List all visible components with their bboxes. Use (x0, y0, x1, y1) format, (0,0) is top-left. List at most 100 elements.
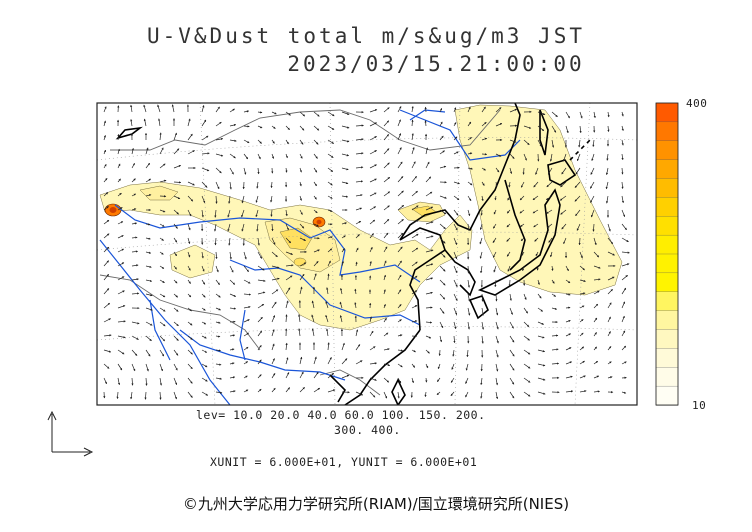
wind-vector-arrow-icon (173, 195, 181, 200)
wind-vector-arrow-icon (411, 119, 414, 127)
wind-vector-arrow-icon (383, 289, 386, 295)
wind-vector-arrow-icon (145, 162, 150, 169)
wind-vector-arrow-icon (453, 223, 458, 231)
wind-vector-arrow-icon (548, 237, 553, 243)
wind-vector-arrow-icon (593, 332, 597, 337)
wind-vector-arrow-icon (383, 205, 390, 211)
wind-vector-arrow-icon (425, 191, 433, 197)
wind-vector-arrow-icon (481, 335, 484, 344)
wind-vector-arrow-icon (509, 167, 513, 174)
wind-vector-arrow-icon (481, 293, 484, 302)
wind-vector-arrow-icon (453, 107, 457, 113)
wind-vector-arrow-icon (397, 246, 403, 253)
wind-vector-arrow-icon (117, 248, 125, 253)
wind-vector-arrow-icon (397, 391, 400, 399)
wind-vector-arrow-icon (495, 321, 499, 330)
wind-vector-arrow-icon (565, 333, 572, 337)
wind-vector-arrow-icon (257, 125, 263, 129)
wind-vector-arrow-icon (117, 207, 123, 211)
wind-vector-arrow-icon (103, 106, 107, 113)
wind-vector-arrow-icon (116, 391, 119, 399)
wind-vector-arrow-icon (439, 265, 446, 272)
wind-vector-arrow-icon (313, 249, 320, 253)
wind-vector-arrow-icon (520, 181, 525, 188)
wind-vector-arrow-icon (131, 250, 139, 253)
wind-vector-arrow-icon (201, 135, 209, 141)
wind-vector-arrow-icon (425, 377, 428, 383)
wind-vector-arrow-icon (575, 209, 581, 217)
wind-vector-arrow-icon (145, 178, 152, 183)
wind-vector-arrow-icon (425, 221, 434, 225)
wind-vector-arrow-icon (508, 279, 511, 287)
wind-vector-arrow-icon (299, 167, 302, 173)
wind-vector-arrow-icon (257, 388, 262, 393)
wind-vector-arrow-icon (271, 329, 275, 337)
wind-vector-arrow-icon (565, 293, 571, 296)
wind-vector-arrow-icon (313, 167, 318, 173)
wind-vector-arrow-icon (299, 273, 305, 281)
wind-vector-arrow-icon (495, 349, 499, 358)
wind-vector-arrow-icon (145, 377, 148, 386)
wind-vector-arrow-icon (187, 293, 192, 298)
wind-vector-arrow-icon (159, 223, 165, 227)
wind-vector-arrow-icon (493, 265, 497, 273)
wind-vector-arrow-icon (173, 279, 178, 284)
wind-vector-arrow-icon (173, 293, 178, 298)
wind-vector-arrow-icon (509, 349, 515, 357)
wind-vector-arrow-icon (313, 125, 320, 131)
wind-vector-arrow-icon (481, 195, 484, 202)
wind-vector-arrow-icon (495, 391, 499, 400)
wind-vector-arrow-icon (537, 349, 546, 353)
wind-vector-arrow-icon (215, 265, 219, 273)
wind-vector-arrow-icon (229, 153, 236, 159)
wind-vector-arrow-icon (439, 279, 446, 286)
wind-vector-arrow-icon (466, 349, 469, 358)
wind-vector-arrow-icon (436, 391, 441, 396)
wind-vector-arrow-icon (117, 377, 121, 386)
color-scale-swatch (655, 310, 679, 331)
wind-vector-arrow-icon (201, 167, 210, 172)
wind-vector-arrow-icon (481, 321, 485, 330)
wind-vector-arrow-icon (425, 161, 430, 169)
wind-vector-arrow-icon (144, 391, 147, 400)
wind-vector-arrow-icon (145, 237, 151, 240)
wind-vector-arrow-icon (313, 387, 321, 393)
wind-vector-arrow-icon (369, 233, 374, 239)
wind-vector-arrow-icon (173, 265, 177, 270)
wind-vector-arrow-icon (621, 181, 624, 189)
wind-vector-arrow-icon (229, 307, 237, 310)
wind-vector-arrow-icon (285, 342, 288, 351)
wind-vector-arrow-icon (607, 237, 613, 245)
wind-vector-arrow-icon (285, 264, 294, 267)
wind-vector-arrow-icon (467, 195, 472, 202)
wind-vector-arrow-icon (201, 335, 207, 339)
wind-vector-arrow-icon (145, 147, 149, 155)
color-scale-swatch (655, 197, 679, 217)
wind-vector-arrow-icon (229, 167, 234, 175)
wind-vector-arrow-icon (145, 335, 152, 342)
wind-vector-arrow-icon (257, 374, 262, 379)
wind-vector-arrow-icon (271, 387, 276, 393)
wind-vector-arrow-icon (621, 315, 625, 323)
wind-vector-arrow-icon (257, 316, 263, 323)
wind-vector-arrow-icon (255, 209, 259, 218)
wind-vector-arrow-icon (327, 273, 330, 281)
wind-vector-arrow-icon (439, 165, 447, 169)
wind-vector-arrow-icon (271, 372, 276, 379)
wind-vector-arrow-icon (467, 279, 471, 288)
wind-vector-arrow-icon (285, 167, 288, 173)
wind-vector-arrow-icon (285, 357, 289, 365)
wind-vector-arrow-icon (481, 106, 486, 113)
wind-vector-arrow-icon (117, 178, 121, 183)
wind-vector-arrow-icon (607, 331, 611, 337)
wind-vector-arrow-icon (534, 237, 539, 242)
wind-vector-arrow-icon (355, 124, 364, 127)
wind-vector-arrow-icon (551, 307, 558, 310)
wind-vector-arrow-icon (425, 147, 429, 155)
wind-vector-arrow-icon (411, 219, 419, 225)
wind-vector-arrow-icon (341, 342, 345, 351)
wind-vector-arrow-icon (173, 181, 182, 184)
wind-vector-arrow-icon (355, 344, 361, 351)
wind-vector-arrow-icon (131, 278, 139, 281)
